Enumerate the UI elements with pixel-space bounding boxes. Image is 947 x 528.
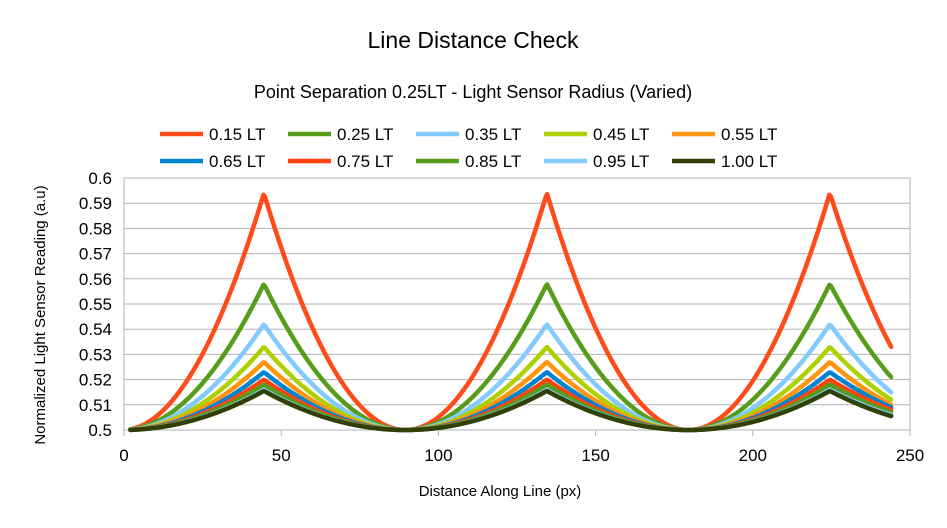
y-tick-label: 0.57 [79, 245, 112, 264]
legend-label: 0.25 LT [337, 125, 393, 144]
y-tick-label: 0.55 [79, 295, 112, 314]
legend-label: 0.95 LT [593, 152, 649, 171]
y-tick-label: 0.54 [79, 320, 112, 339]
x-tick-label: 200 [739, 446, 767, 465]
x-tick-label: 250 [896, 446, 924, 465]
legend-label: 0.35 LT [465, 125, 521, 144]
chart-title: Line Distance Check [368, 27, 579, 53]
legend-label: 0.15 LT [209, 125, 265, 144]
y-tick-label: 0.52 [79, 371, 112, 390]
series-line [128, 388, 894, 433]
series-line [128, 282, 894, 433]
y-tick-label: 0.5 [88, 421, 112, 440]
x-axis-label: Distance Along Line (px) [419, 483, 582, 500]
y-tick-label: 0.58 [79, 219, 112, 238]
y-tick-label: 0.56 [79, 270, 112, 289]
legend-label: 0.85 LT [465, 152, 521, 171]
y-axis-label: Normalized Light Sensor Reading (a.u) [32, 185, 49, 444]
y-tick-label: 0.59 [79, 194, 112, 213]
x-tick-label: 0 [119, 446, 128, 465]
chart-subtitle: Point Separation 0.25LT - Light Sensor R… [254, 82, 692, 102]
x-tick-label: 150 [581, 446, 609, 465]
legend-label: 0.65 LT [209, 152, 265, 171]
y-axis-ticks: 0.5 0.51 0.52 0.53 0.54 0.55 0.56 0.57 0.58 0.59 0… [79, 169, 112, 440]
y-tick-label: 0.6 [88, 169, 112, 188]
series-group [128, 191, 894, 433]
legend: 0.15 LT 0.25 LT 0.35 LT 0.45 LT 0.55 LT 0.65 … [160, 125, 777, 171]
series-line [128, 360, 894, 433]
x-tick-label: 100 [424, 446, 452, 465]
y-tick-label: 0.53 [79, 345, 112, 364]
y-tick-label: 0.51 [79, 396, 112, 415]
series-line [128, 322, 894, 433]
x-tick-label: 50 [272, 446, 291, 465]
legend-label: 0.45 LT [593, 125, 649, 144]
legend-label: 0.75 LT [337, 152, 393, 171]
legend-label: 1.00 LT [721, 152, 777, 171]
x-axis-ticks: 0 50 100 150 200 250 [119, 430, 924, 465]
series-line [128, 191, 894, 433]
legend-label: 0.55 LT [721, 125, 777, 144]
series-line [128, 344, 894, 433]
